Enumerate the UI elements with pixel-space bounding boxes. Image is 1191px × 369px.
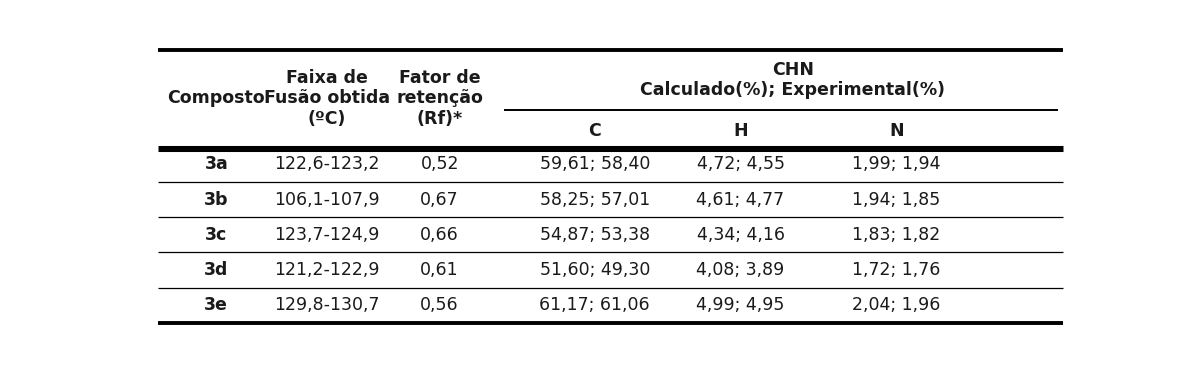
- Text: 4,72; 4,55: 4,72; 4,55: [697, 155, 785, 173]
- Text: 4,34; 4,16: 4,34; 4,16: [697, 226, 785, 244]
- Text: 0,56: 0,56: [420, 296, 459, 314]
- Text: Faixa de
Fusão obtida
(ºC): Faixa de Fusão obtida (ºC): [264, 69, 391, 128]
- Text: 129,8-130,7: 129,8-130,7: [274, 296, 380, 314]
- Text: 106,1-107,9: 106,1-107,9: [274, 190, 380, 208]
- Text: 0,52: 0,52: [420, 155, 459, 173]
- Text: 3e: 3e: [205, 296, 229, 314]
- Text: 58,25; 57,01: 58,25; 57,01: [540, 190, 650, 208]
- Text: 3a: 3a: [205, 155, 229, 173]
- Text: 59,61; 58,40: 59,61; 58,40: [540, 155, 650, 173]
- Text: 0,61: 0,61: [420, 261, 459, 279]
- Text: 4,08; 3,89: 4,08; 3,89: [697, 261, 785, 279]
- Text: N: N: [890, 122, 904, 140]
- Text: 122,6-123,2: 122,6-123,2: [274, 155, 380, 173]
- Text: 3b: 3b: [204, 190, 229, 208]
- Text: 51,60; 49,30: 51,60; 49,30: [540, 261, 650, 279]
- Text: 4,61; 4,77: 4,61; 4,77: [697, 190, 785, 208]
- Text: C: C: [588, 122, 601, 140]
- Text: CHN
Calculado(%); Experimental(%): CHN Calculado(%); Experimental(%): [641, 61, 946, 99]
- Text: Composto: Composto: [168, 89, 266, 107]
- Text: 54,87; 53,38: 54,87; 53,38: [540, 226, 650, 244]
- Text: 123,7-124,9: 123,7-124,9: [274, 226, 380, 244]
- Text: 1,83; 1,82: 1,83; 1,82: [853, 226, 941, 244]
- Text: 0,67: 0,67: [420, 190, 459, 208]
- Text: 1,99; 1,94: 1,99; 1,94: [853, 155, 941, 173]
- Text: 61,17; 61,06: 61,17; 61,06: [540, 296, 650, 314]
- Text: 3d: 3d: [204, 261, 229, 279]
- Text: 1,72; 1,76: 1,72; 1,76: [853, 261, 941, 279]
- Text: 2,04; 1,96: 2,04; 1,96: [853, 296, 941, 314]
- Text: 4,99; 4,95: 4,99; 4,95: [697, 296, 785, 314]
- Text: 1,94; 1,85: 1,94; 1,85: [853, 190, 941, 208]
- Text: 3c: 3c: [205, 226, 227, 244]
- Text: Fator de
retenção
(Rf)*: Fator de retenção (Rf)*: [397, 69, 484, 128]
- Text: 121,2-122,9: 121,2-122,9: [274, 261, 380, 279]
- Text: H: H: [734, 122, 748, 140]
- Text: 0,66: 0,66: [420, 226, 459, 244]
